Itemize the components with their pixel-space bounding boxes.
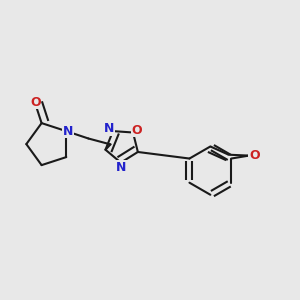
Text: N: N: [63, 124, 73, 138]
Text: O: O: [30, 95, 40, 109]
Text: N: N: [104, 122, 115, 135]
Text: N: N: [116, 160, 126, 173]
Text: O: O: [249, 149, 260, 162]
Text: O: O: [131, 124, 142, 136]
